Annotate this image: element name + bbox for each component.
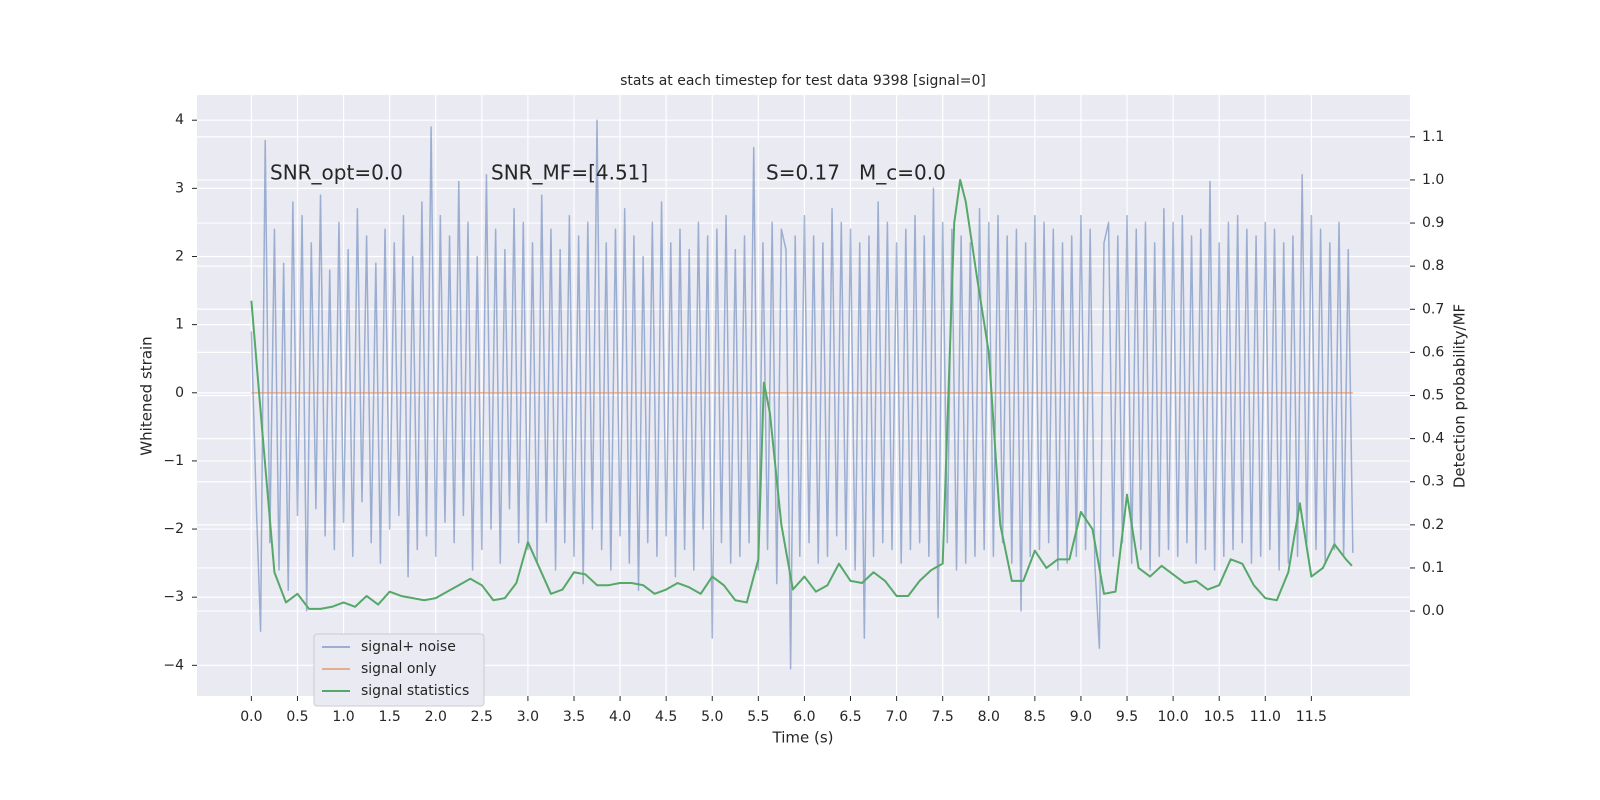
y-axis-label: Whitened strain [138, 336, 156, 455]
x-tick-label: 7.5 [932, 709, 954, 725]
legend-label: signal only [361, 661, 436, 677]
x-tick-label: 5.0 [701, 709, 723, 725]
x-tick-label: 8.0 [978, 709, 1000, 725]
y2-tick-label: 1.0 [1422, 172, 1444, 188]
x-axis-label: Time (s) [772, 729, 834, 747]
x-tick-label: 1.0 [332, 709, 354, 725]
legend: signal+ noise signal only signal statistic… [313, 633, 485, 707]
x-tick-label: 10.0 [1158, 709, 1189, 725]
y2-tick-label: 0.0 [1422, 603, 1444, 619]
x-tick-label: 9.0 [1070, 709, 1092, 725]
y2-tick-label: 0.1 [1422, 560, 1444, 576]
x-tick-label: 3.0 [517, 709, 539, 725]
series-line [250, 178, 1353, 610]
y2-tick-label: 0.6 [1422, 344, 1444, 360]
y2-tick-label: 0.9 [1422, 215, 1444, 231]
annotation: SNR_MF=[4.51] [491, 161, 648, 185]
annotation: M_c=0.0 [859, 161, 946, 185]
legend-box [313, 633, 485, 707]
x-tick-label: 2.0 [425, 709, 447, 725]
x-tick-label: 7.0 [885, 709, 907, 725]
y-tick-label: 1 [175, 317, 184, 333]
x-tick-label: 3.5 [563, 709, 585, 725]
y-tick-label: −4 [163, 657, 184, 673]
y2-axis-label: Detection probability/MF [1451, 304, 1469, 488]
y-tick-label: 4 [175, 112, 184, 128]
annotation: SNR_opt=0.0 [270, 161, 403, 185]
y2-tick-label: 0.8 [1422, 258, 1444, 274]
y2-tick-label: 1.1 [1422, 129, 1444, 145]
x-tick-label: 0.5 [286, 709, 308, 725]
chart-title: stats at each timestep for test data 939… [620, 73, 986, 89]
legend-label: signal+ noise [361, 639, 456, 655]
plot [250, 119, 1354, 670]
y2-tick-label: 0.4 [1422, 431, 1444, 447]
annotation: S=0.17 [766, 161, 840, 185]
y2-tick-label: 0.5 [1422, 388, 1444, 404]
y2-tick-label: 0.2 [1422, 517, 1444, 533]
x-tick-label: 6.5 [839, 709, 861, 725]
x-tick-label: 11.5 [1296, 709, 1327, 725]
y2-tick-label: 0.7 [1422, 301, 1444, 317]
x-tick-label: 5.5 [747, 709, 769, 725]
x-tick-label: 10.5 [1204, 709, 1235, 725]
x-tick-label: 9.5 [1116, 709, 1138, 725]
x-tick-label: 11.0 [1250, 709, 1281, 725]
y-tick-label: 3 [175, 180, 184, 196]
x-tick-label: 8.5 [1024, 709, 1046, 725]
y-tick-label: −3 [163, 589, 184, 605]
x-tick-label: 0.0 [240, 709, 262, 725]
y2-tick-label: 0.3 [1422, 474, 1444, 490]
y-tick-label: −2 [163, 521, 184, 537]
x-tick-label: 4.5 [655, 709, 677, 725]
x-tick-label: 1.5 [379, 709, 401, 725]
y-tick-label: 2 [175, 248, 184, 264]
x-tick-label: 6.0 [793, 709, 815, 725]
y-tick-label: 0 [175, 385, 184, 401]
x-tick-label: 2.5 [471, 709, 493, 725]
axes: 0.0 0.5 1.0 1.5 2.0 2.5 3.0 3.5 4.0 4.5 5.0 5.5 6.0 6… [163, 112, 1444, 725]
legend-label: signal statistics [361, 683, 469, 699]
y-tick-label: −1 [163, 453, 184, 469]
x-tick-label: 4.0 [609, 709, 631, 725]
series-line [250, 119, 1354, 670]
